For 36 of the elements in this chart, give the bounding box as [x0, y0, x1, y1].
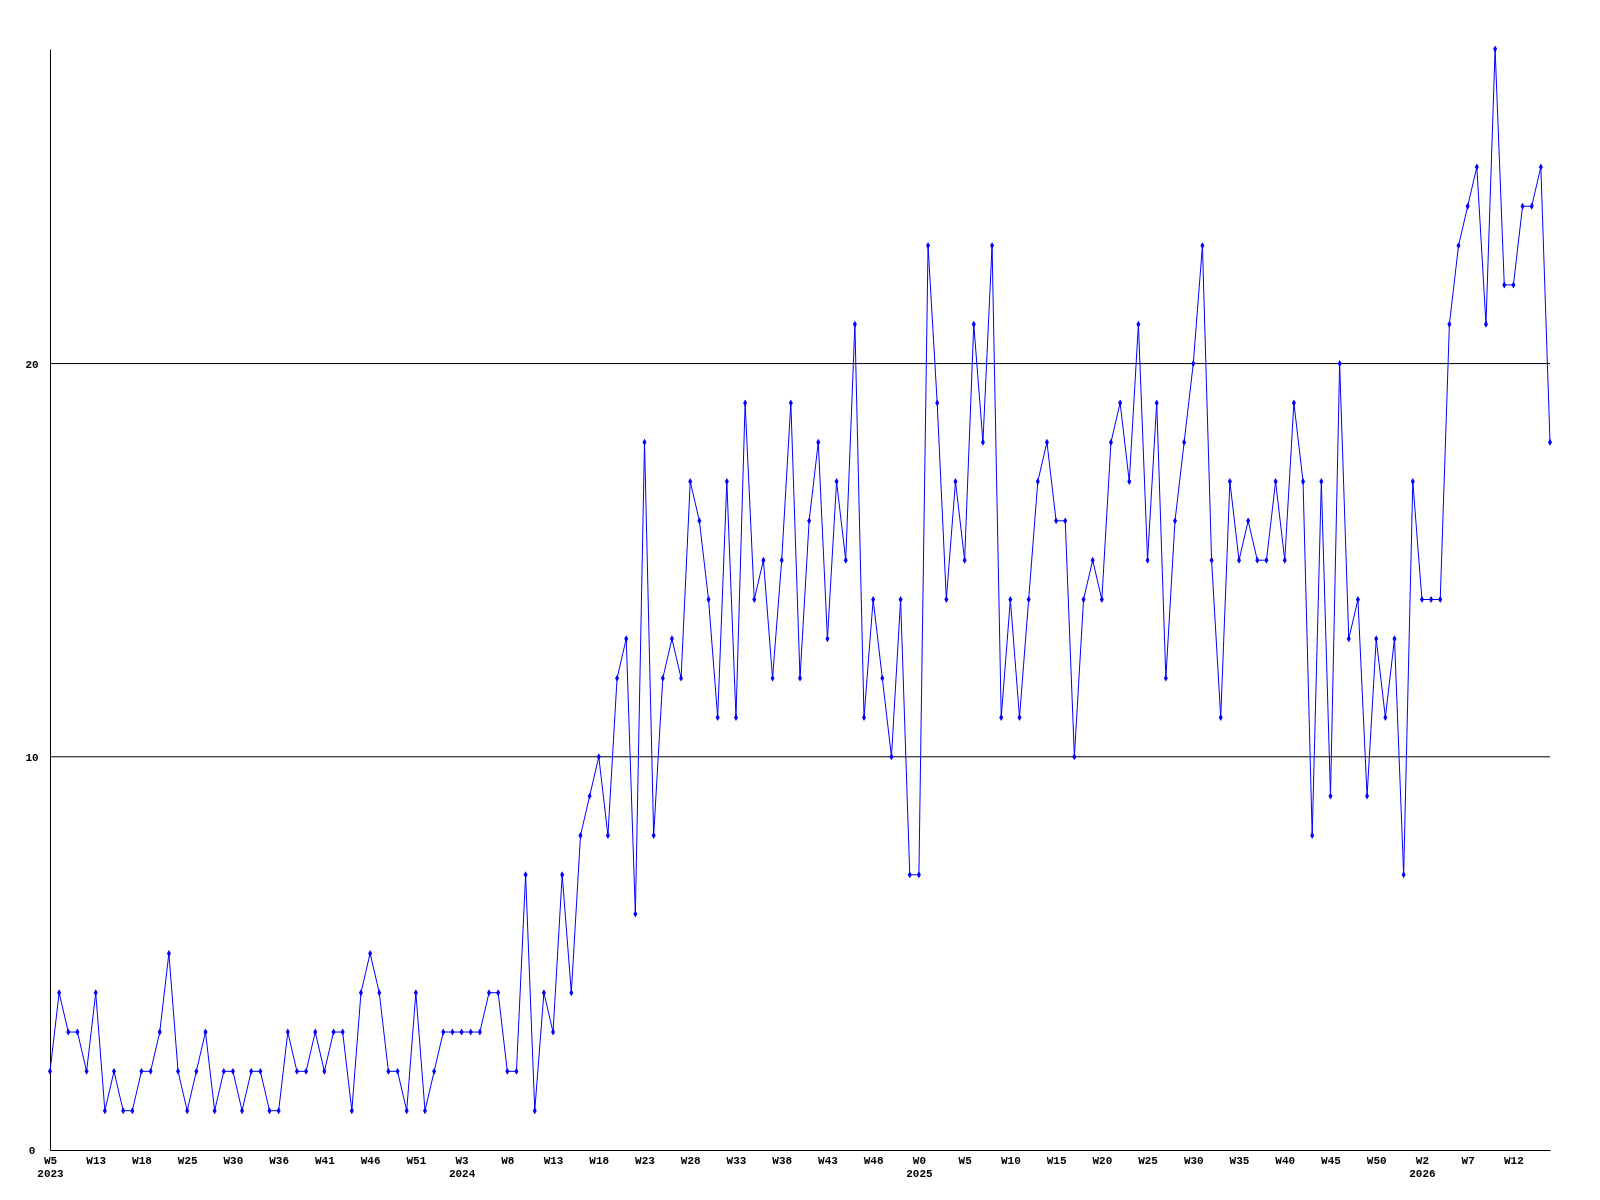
x-tick-label: W10: [1000, 1154, 1021, 1167]
x-tick-label: W25: [1138, 1154, 1159, 1167]
x-tick-label: W25: [177, 1154, 198, 1167]
x-tick-label: W2 2026: [1409, 1154, 1436, 1181]
y-tick-label: 10: [25, 751, 39, 764]
y-tick-label: 0: [28, 1145, 36, 1158]
x-tick-label: W30: [223, 1154, 244, 1167]
x-tick-label: W43: [818, 1154, 839, 1167]
x-tick-label: W36: [269, 1154, 290, 1167]
x-tick-label: W28: [680, 1154, 702, 1167]
x-tick-label: W13: [86, 1154, 107, 1167]
x-tick-label: W41: [314, 1154, 336, 1167]
x-tick-label: W40: [1275, 1154, 1296, 1167]
x-tick-label: W20: [1092, 1154, 1113, 1167]
x-tick-label: W38: [772, 1154, 793, 1167]
x-tick-label: W51: [406, 1154, 427, 1167]
x-tick-label: W45: [1321, 1154, 1342, 1167]
x-tick-label: W13: [543, 1154, 564, 1167]
x-tick-label: W3 2024: [448, 1154, 476, 1181]
x-tick-label: W7: [1461, 1154, 1475, 1167]
x-tick-label: W5 2023: [37, 1154, 65, 1181]
x-tick-label: W50: [1366, 1154, 1387, 1167]
x-tick-label: W18: [132, 1154, 153, 1167]
y-tick-label: 20: [25, 358, 39, 371]
x-tick-label: W8: [501, 1154, 515, 1167]
x-tick-label: W46: [360, 1154, 381, 1167]
x-tick-label: W18: [589, 1154, 610, 1167]
x-tick-label: W15: [1046, 1154, 1067, 1167]
x-tick-label: W5: [958, 1154, 973, 1167]
x-tick-label: W23: [635, 1154, 656, 1167]
x-tick-label: W33: [726, 1154, 747, 1167]
x-tick-label: W12: [1504, 1154, 1524, 1167]
x-tick-label: W35: [1229, 1154, 1250, 1167]
x-tick-label: W48: [863, 1154, 884, 1167]
x-tick-label: W30: [1183, 1154, 1204, 1167]
x-tick-label: W0 2025: [906, 1154, 933, 1181]
